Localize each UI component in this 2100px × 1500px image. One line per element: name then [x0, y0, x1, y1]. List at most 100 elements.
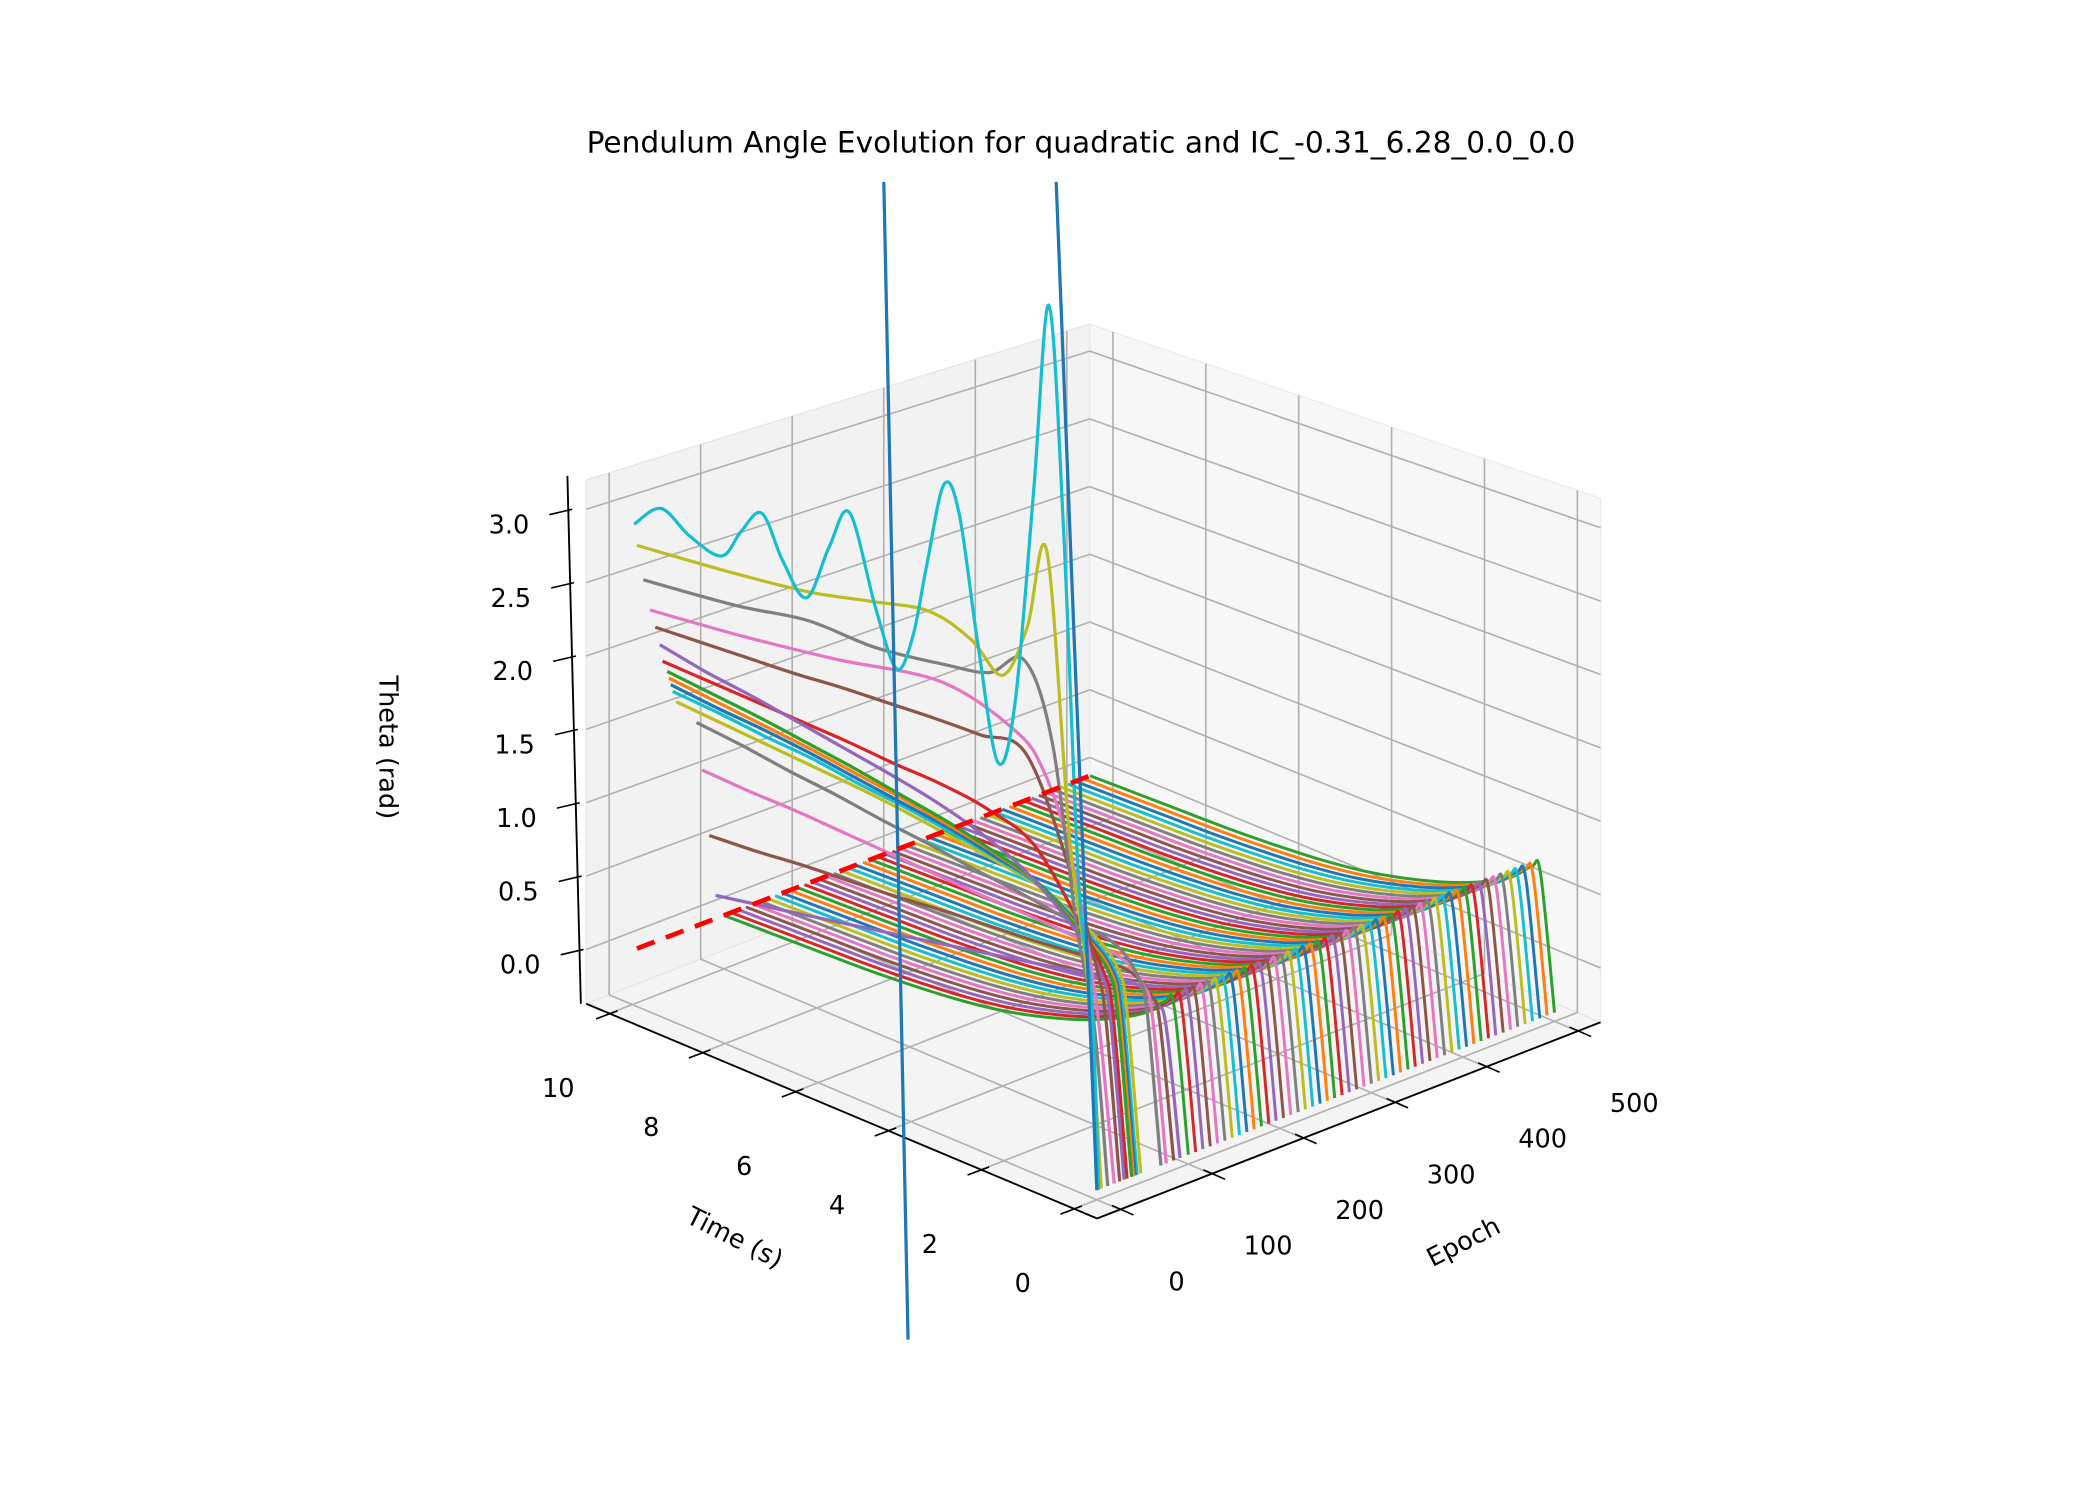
theta-tick-mark — [556, 801, 580, 809]
epoch-tick-mark — [1111, 1204, 1134, 1216]
series-line-epoch-460 — [1052, 788, 1520, 1027]
epoch-tick-mark — [1386, 1097, 1409, 1109]
series-line-epoch-172 — [789, 888, 1256, 1130]
time-tick-mark — [688, 1049, 711, 1059]
theta-tick-label: 1.0 — [496, 804, 537, 834]
series-line-epoch-0 — [882, 181, 910, 1340]
series-line-epoch-140 — [760, 900, 1227, 1141]
theta-tick-label: 2.5 — [490, 584, 531, 614]
epoch-tick-mark — [1477, 1062, 1500, 1073]
series-line-epoch-76 — [701, 768, 1168, 1164]
series-line-epoch-108 — [730, 911, 1198, 1153]
gridlines — [585, 331, 1601, 1211]
series-line-epoch-100 — [723, 914, 1190, 1155]
theta-tick-mark — [549, 508, 573, 516]
series-line-epoch-396 — [994, 810, 1461, 1050]
series-line-epoch-436 — [1030, 796, 1498, 1036]
theta-tick-mark — [552, 655, 577, 663]
series-line-epoch-2 — [633, 303, 1101, 1190]
time-tick-label: 8 — [643, 1113, 659, 1143]
theta-tick-mark — [558, 875, 582, 883]
series-line-epoch-292 — [899, 847, 1366, 1087]
series-line-epoch-308 — [913, 841, 1381, 1082]
series-line-epoch-44 — [671, 689, 1139, 1175]
time-axis-line — [585, 1002, 1098, 1220]
series-line-epoch-268 — [877, 855, 1344, 1096]
gridline — [791, 922, 1304, 1139]
series-line-epoch-348 — [950, 827, 1417, 1067]
epoch-tick-label: 200 — [1335, 1196, 1384, 1226]
series-line-epoch-500 — [1089, 774, 1557, 1013]
series-line-epoch-180 — [796, 886, 1263, 1127]
series-line-epoch-25 — [654, 625, 1122, 1182]
theta-tick-label: 2.0 — [492, 657, 533, 687]
chart-title: Pendulum Angle Evolution for quadratic a… — [587, 125, 1576, 159]
series-line-epoch-244 — [855, 863, 1322, 1104]
series-line-epoch-42 — [670, 683, 1137, 1176]
gridline — [1089, 418, 1601, 602]
gridline — [1089, 621, 1601, 822]
time-tick-mark — [595, 1010, 618, 1020]
gridline — [1089, 553, 1601, 749]
gridline — [585, 553, 1090, 731]
data-lines — [633, 181, 1557, 1340]
gridline — [1089, 350, 1601, 529]
series-line-epoch-116 — [737, 908, 1205, 1150]
epoch-tick-label: 0 — [1168, 1267, 1184, 1297]
series-line-epoch-40 — [668, 676, 1136, 1177]
series-line-epoch-124 — [745, 905, 1212, 1147]
epoch-tick-label: 500 — [1610, 1089, 1659, 1119]
gridline — [608, 994, 1121, 1211]
series-line-epoch-428 — [1023, 799, 1491, 1039]
epoch-tick-mark — [1294, 1133, 1317, 1145]
time-tick-mark — [967, 1166, 990, 1176]
epoch-tick-mark — [1203, 1169, 1226, 1180]
series-line-epoch-276 — [884, 852, 1351, 1093]
time-tick-label: 6 — [736, 1152, 752, 1182]
gridline — [1089, 485, 1601, 676]
series-line-epoch-492 — [1082, 777, 1549, 1016]
theta-tick-label: 3.0 — [489, 510, 530, 540]
gridline — [585, 756, 1090, 951]
gridline — [1089, 688, 1601, 896]
series-line-epoch-284 — [891, 849, 1359, 1090]
epoch-tick-mark — [1569, 1026, 1592, 1038]
theta-tick-mark — [554, 728, 579, 736]
series-line-epoch-484 — [1074, 779, 1542, 1019]
gridline — [609, 816, 1114, 1015]
series-line-epoch-420 — [1016, 802, 1483, 1042]
theta-axis-line — [566, 475, 582, 1004]
time-tick-mark — [874, 1127, 897, 1137]
series-line-epoch-388 — [987, 813, 1454, 1053]
reference-dashed-line — [636, 773, 1091, 951]
time-tick-mark — [1060, 1205, 1083, 1215]
gridline — [586, 350, 1090, 511]
gridline — [700, 958, 1212, 1175]
epoch-tick-label: 400 — [1518, 1125, 1567, 1155]
theta-tick-label: 1.5 — [494, 731, 535, 761]
theta-tick-label: 0.5 — [498, 877, 539, 907]
epoch-tick-label: 300 — [1427, 1160, 1476, 1190]
gridline — [585, 485, 1090, 657]
gridline — [585, 621, 1090, 804]
epoch-axis-line — [1096, 1021, 1601, 1220]
series-line-epoch-340 — [943, 830, 1410, 1070]
gridline — [1073, 1011, 1578, 1210]
time-tick-mark — [781, 1088, 804, 1098]
z-axis-label: Theta (rad) — [373, 674, 403, 819]
tick-labels: 024681001002003004005000.00.51.01.52.02.… — [489, 508, 1659, 1299]
theta-tick-mark — [551, 581, 575, 589]
series-line-epoch-476 — [1067, 782, 1534, 1022]
series-line-epoch-404 — [1001, 807, 1469, 1047]
series-line-epoch-148 — [767, 897, 1234, 1138]
series-line-epoch-236 — [847, 866, 1315, 1107]
series-line-epoch-84 — [708, 833, 1176, 1161]
series-line-epoch-220 — [833, 872, 1300, 1113]
series-line-epoch-252 — [862, 860, 1329, 1101]
theta-tick-mark — [560, 948, 584, 956]
series-line-epoch-364 — [965, 821, 1432, 1062]
series-line-epoch-91 — [715, 893, 1182, 1159]
series-line-epoch-156 — [774, 894, 1242, 1136]
series-line-epoch-0 — [1054, 181, 1099, 1191]
theta-tick-label: 0.0 — [500, 951, 541, 981]
